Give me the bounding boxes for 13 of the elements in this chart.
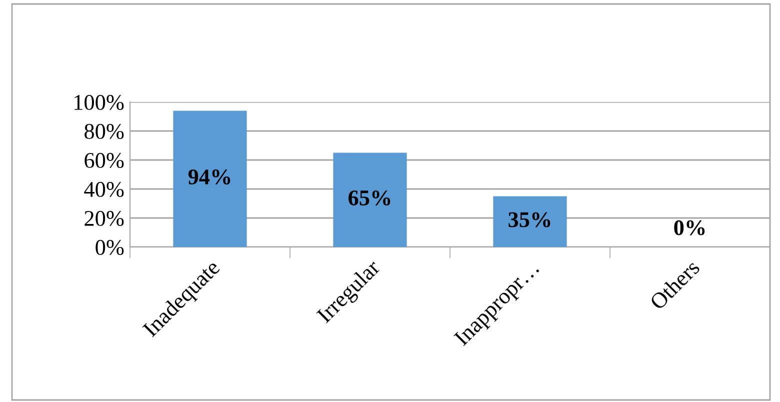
bar bbox=[173, 110, 247, 247]
y-tick-label: 20% bbox=[84, 210, 124, 226]
y-tick-label: 80% bbox=[84, 124, 124, 139]
bar bbox=[333, 152, 407, 247]
data-label: 0% bbox=[674, 220, 705, 236]
y-tick-label: 60% bbox=[84, 152, 124, 168]
bar bbox=[493, 196, 567, 247]
y-tick-label: 0% bbox=[96, 240, 124, 255]
y-tick-label: 100% bbox=[74, 94, 124, 110]
data-label: 65% bbox=[348, 190, 390, 206]
data-label: 94% bbox=[188, 169, 230, 184]
y-tick-label: 40% bbox=[84, 182, 124, 197]
data-label: 35% bbox=[508, 212, 550, 228]
